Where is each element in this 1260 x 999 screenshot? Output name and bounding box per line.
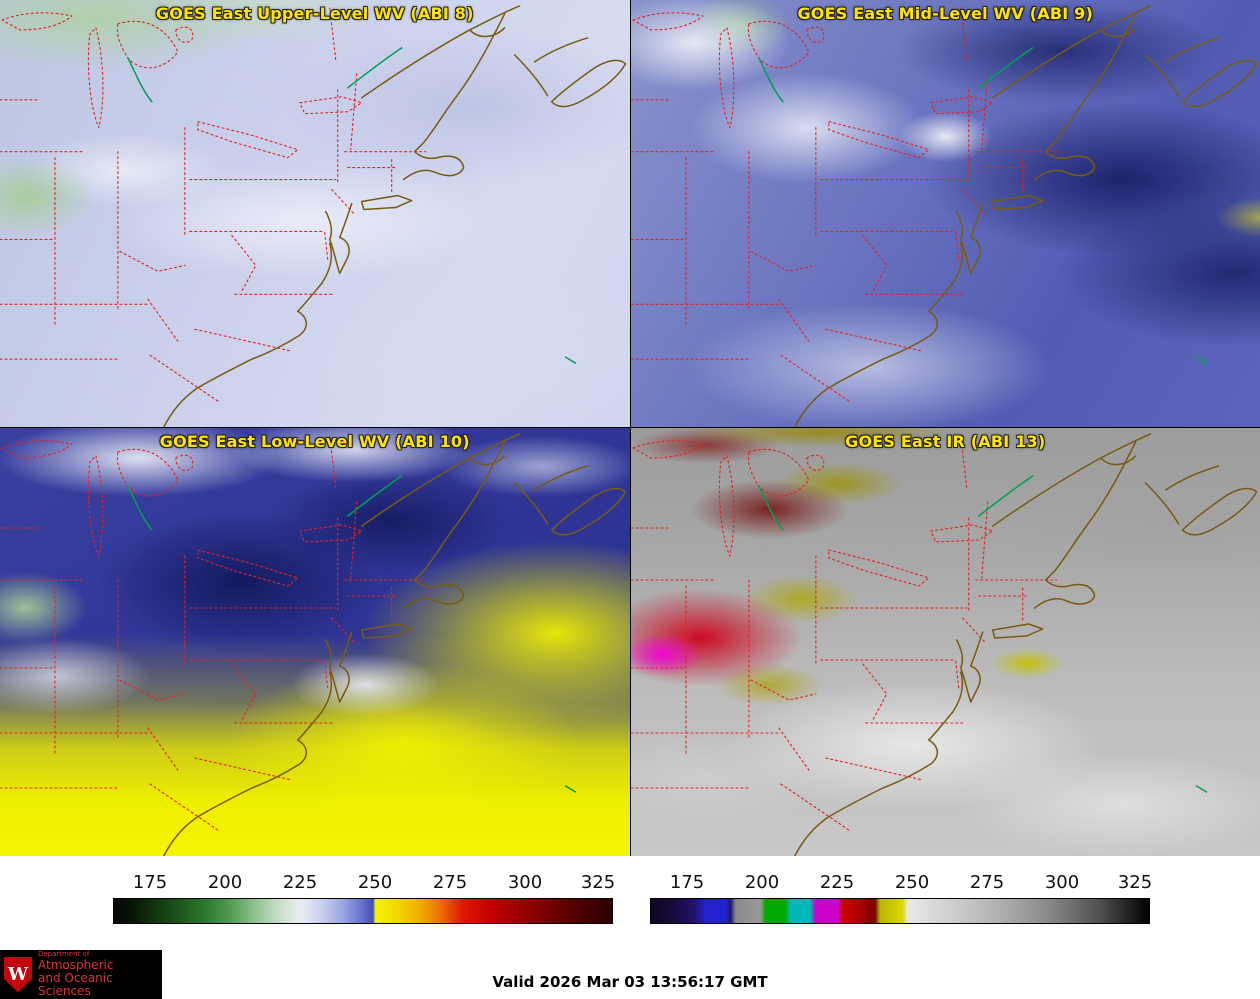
- panel-low-level-wv-abi10: GOES East Low-Level WV (ABI 10): [0, 428, 630, 856]
- panel-mid-level-wv-abi9: GOES East Mid-Level WV (ABI 9): [630, 0, 1260, 427]
- footer: W Department of Atmospheric and Oceanic …: [0, 942, 1260, 999]
- tick-label: 225: [819, 872, 855, 893]
- wv-colorbar: [113, 898, 613, 924]
- ir-colorbar-ticks: 175 200 225 250 275 300 325: [650, 872, 1153, 894]
- panel-upper-level-wv-abi8: GOES East Upper-Level WV (ABI 8): [0, 0, 630, 427]
- tick-label: 325: [580, 872, 616, 893]
- tick-label: 225: [282, 872, 318, 893]
- ir-colorbar-block: 175 200 225 250 275 300 325: [630, 856, 1260, 942]
- tick-label: 175: [669, 872, 705, 893]
- tick-label: 275: [432, 872, 468, 893]
- ir-colorbar: [650, 898, 1150, 924]
- logo-dept-prefix: Department of: [38, 949, 90, 958]
- tick-label: 175: [132, 872, 168, 893]
- tick-label: 200: [207, 872, 243, 893]
- panel-title-abi8: GOES East Upper-Level WV (ABI 8): [155, 4, 474, 23]
- tick-label: 275: [969, 872, 1005, 893]
- tick-label: 200: [744, 872, 780, 893]
- logo-line2: and Oceanic Sciences: [38, 970, 113, 998]
- satellite-quadrant-grid: GOES East Upper-Level WV (ABI 8) GOES Ea…: [0, 0, 1260, 856]
- tick-label: 250: [357, 872, 393, 893]
- tick-label: 300: [1044, 872, 1080, 893]
- map-overlay: [630, 5, 1257, 427]
- uw-aos-logo: W Department of Atmospheric and Oceanic …: [0, 950, 162, 999]
- panel-title-abi9: GOES East Mid-Level WV (ABI 9): [797, 4, 1094, 23]
- colorbar-row: 175 200 225 250 275 300 325 175 200 225 …: [0, 856, 1260, 942]
- tick-label: 250: [894, 872, 930, 893]
- valid-time: Valid 2026 Mar 03 13:56:17 GMT: [492, 973, 768, 991]
- tick-label: 325: [1117, 872, 1153, 893]
- crest-letter: W: [7, 964, 29, 985]
- wv-colorbar-ticks: 175 200 225 250 275 300 325: [113, 872, 616, 894]
- logo-text: Department of Atmospheric and Oceanic Sc…: [38, 949, 162, 998]
- map-overlay: [630, 433, 1257, 856]
- panel-ir-abi13: GOES East IR (ABI 13): [630, 428, 1260, 856]
- wv-colorbar-block: 175 200 225 250 275 300 325: [0, 856, 630, 942]
- uw-crest-icon: W: [4, 956, 32, 993]
- map-overlay: [0, 5, 627, 427]
- panel-title-abi10: GOES East Low-Level WV (ABI 10): [159, 432, 470, 451]
- tick-label: 300: [507, 872, 543, 893]
- logo-line1: Atmospheric: [38, 957, 114, 972]
- panel-title-abi13: GOES East IR (ABI 13): [845, 432, 1046, 451]
- map-overlay: [0, 433, 627, 856]
